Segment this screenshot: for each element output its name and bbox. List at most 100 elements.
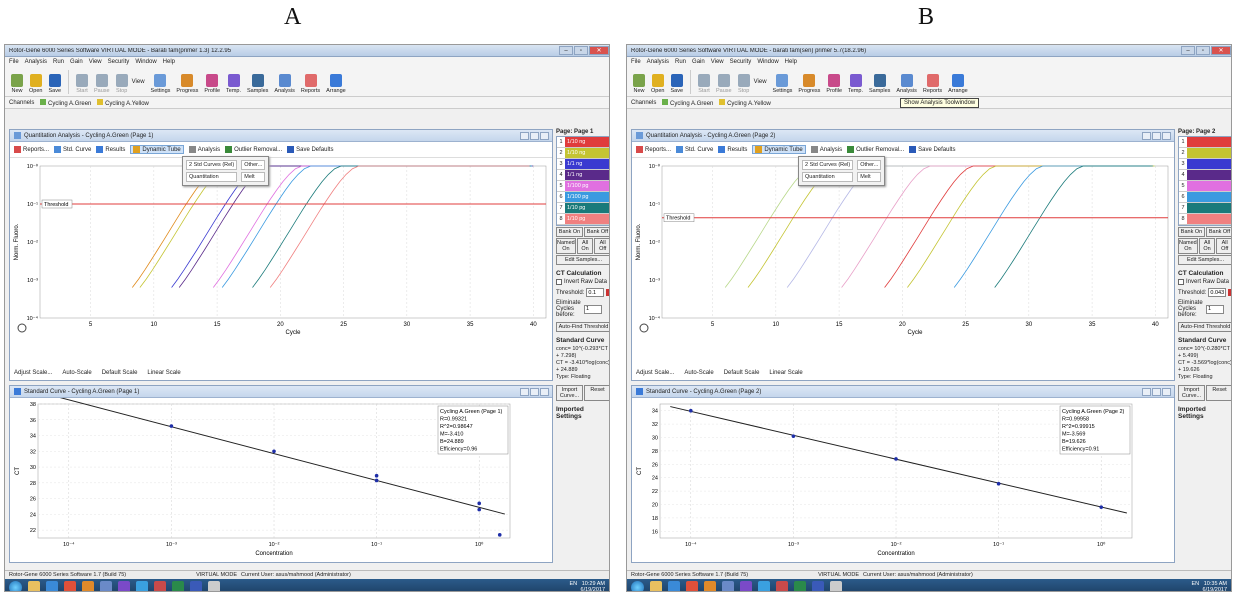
toolbar-save-button[interactable]: Save: [668, 74, 685, 94]
page-row[interactable]: 2: [1179, 148, 1231, 159]
channel-tab-green[interactable]: Cycling A.Green: [40, 98, 91, 107]
toolbar-open-button[interactable]: Open: [27, 74, 44, 94]
subwindow-close[interactable]: [1162, 387, 1171, 396]
scale-button[interactable]: Default Scale: [101, 370, 138, 376]
explorer-icon[interactable]: [28, 581, 40, 591]
toolbar-pause-button[interactable]: Pause: [714, 74, 734, 94]
subwindow-minimize[interactable]: [1142, 131, 1151, 140]
analysis-option[interactable]: Quantitation: [802, 172, 854, 182]
bank-on-button[interactable]: Bank On: [1178, 227, 1205, 237]
quant-dynamictube-button[interactable]: Dynamic Tube: [130, 145, 184, 154]
toolbar-profile-button[interactable]: Profile: [824, 74, 844, 94]
toolbar-profile-button[interactable]: Profile: [202, 74, 222, 94]
reset-button[interactable]: Reset: [1206, 385, 1231, 401]
all-off-button[interactable]: All Off: [1216, 238, 1231, 254]
quant-stdcurve-button[interactable]: Std. Curve: [54, 146, 91, 153]
menu-help[interactable]: Help: [784, 59, 797, 65]
subwindow-minimize[interactable]: [1142, 387, 1151, 396]
start-button[interactable]: [9, 580, 22, 591]
scale-button[interactable]: Auto-Scale: [62, 370, 92, 376]
menu-run[interactable]: Run: [53, 59, 65, 65]
toolbar-samples-button[interactable]: Samples: [867, 74, 892, 94]
word-icon[interactable]: [812, 581, 824, 591]
menu-security[interactable]: Security: [729, 59, 752, 65]
explorer-icon[interactable]: [650, 581, 662, 591]
maximize-button[interactable]: ▫: [574, 46, 588, 55]
scale-button[interactable]: Auto-Scale: [684, 370, 714, 376]
eliminate-input[interactable]: [584, 304, 602, 314]
analysis-option[interactable]: Melt: [241, 172, 266, 182]
scale-button[interactable]: Default Scale: [723, 370, 760, 376]
toolbar-samples-button[interactable]: Samples: [245, 74, 270, 94]
calculator-icon[interactable]: [154, 581, 166, 591]
scale-button[interactable]: Adjust Scale...: [636, 370, 675, 376]
analysis-option[interactable]: 2 Std Curves (Rel): [802, 160, 854, 170]
threshold-pick-icon[interactable]: [1228, 289, 1231, 296]
scale-button[interactable]: Linear Scale: [769, 370, 803, 376]
quant-analysis-button[interactable]: Analysis: [810, 146, 842, 153]
page-row[interactable]: 1: [1179, 137, 1231, 148]
subwindow-restore[interactable]: [530, 387, 539, 396]
named-on-button[interactable]: Named On: [1178, 238, 1198, 254]
minimize-button[interactable]: –: [1181, 46, 1195, 55]
named-on-button[interactable]: Named On: [556, 238, 576, 254]
toolbar-analysis-button[interactable]: Analysis: [272, 74, 296, 94]
quant-savedefaults-button[interactable]: Save Defaults: [909, 146, 955, 153]
calculator-icon[interactable]: [776, 581, 788, 591]
analysis-option[interactable]: Melt: [857, 172, 882, 182]
toolbar-open-button[interactable]: Open: [649, 74, 666, 94]
toolbar-settings-button[interactable]: Settings: [771, 74, 795, 94]
menu-run[interactable]: Run: [675, 59, 687, 65]
checkbox[interactable]: [1178, 279, 1184, 285]
page-row[interactable]: 6 1/100 pg: [557, 192, 609, 203]
menu-view[interactable]: View: [710, 59, 724, 65]
close-button[interactable]: ✕: [1211, 46, 1231, 55]
menu-analysis[interactable]: Analysis: [646, 59, 670, 65]
analysis-option[interactable]: Other...: [857, 160, 882, 170]
rotorgene-icon[interactable]: [100, 581, 112, 591]
page-row[interactable]: 5 1/100 pg: [557, 181, 609, 192]
page-row[interactable]: 3 1/1 ng: [557, 159, 609, 170]
checkbox[interactable]: [556, 279, 562, 285]
chrome-icon[interactable]: [64, 581, 76, 591]
menu-file[interactable]: File: [9, 59, 19, 65]
excel-icon[interactable]: [172, 581, 184, 591]
subwindow-close[interactable]: [1162, 131, 1171, 140]
firefox-icon[interactable]: [704, 581, 716, 591]
paint-icon[interactable]: [830, 581, 842, 591]
quant-analysis-button[interactable]: Analysis: [188, 146, 220, 153]
zoom-icon[interactable]: [17, 323, 27, 333]
scale-button[interactable]: Adjust Scale...: [14, 370, 53, 376]
toolbar-arrange-button[interactable]: Arrange: [946, 74, 970, 94]
bank-off-button[interactable]: Bank Off: [584, 227, 609, 237]
start-button[interactable]: [631, 580, 644, 591]
toolbar-settings-button[interactable]: Settings: [149, 74, 173, 94]
all-off-button[interactable]: All Off: [594, 238, 609, 254]
subwindow-minimize[interactable]: [520, 131, 529, 140]
viber-icon[interactable]: [740, 581, 752, 591]
ie-icon[interactable]: [668, 581, 680, 591]
bank-on-button[interactable]: Bank On: [556, 227, 583, 237]
toolbar-arrange-button[interactable]: Arrange: [324, 74, 348, 94]
maximize-button[interactable]: ▫: [1196, 46, 1210, 55]
quant-reports-button[interactable]: Reports...: [636, 146, 671, 153]
subwindow-restore[interactable]: [1152, 131, 1161, 140]
quant-results-button[interactable]: Results: [718, 146, 747, 153]
reset-button[interactable]: Reset: [584, 385, 609, 401]
toolbar-progress-button[interactable]: Progress: [174, 74, 200, 94]
page-row[interactable]: 8: [1179, 214, 1231, 225]
telegram-icon[interactable]: [136, 581, 148, 591]
toolbar-reports-button[interactable]: Reports: [921, 74, 944, 94]
chrome-icon[interactable]: [686, 581, 698, 591]
quant-stdcurve-button[interactable]: Std. Curve: [676, 146, 713, 153]
menu-file[interactable]: File: [631, 59, 641, 65]
menu-gain[interactable]: Gain: [692, 59, 705, 65]
page-row[interactable]: 1 1/10 ng: [557, 137, 609, 148]
eliminate-input[interactable]: [1206, 304, 1224, 314]
page-row[interactable]: 5: [1179, 181, 1231, 192]
toolbar-temp-button[interactable]: Temp.: [224, 74, 243, 94]
toolbar-start-button[interactable]: Start: [696, 74, 712, 94]
telegram-icon[interactable]: [758, 581, 770, 591]
page-row[interactable]: 6: [1179, 192, 1231, 203]
toolbar-save-button[interactable]: Save: [46, 74, 63, 94]
